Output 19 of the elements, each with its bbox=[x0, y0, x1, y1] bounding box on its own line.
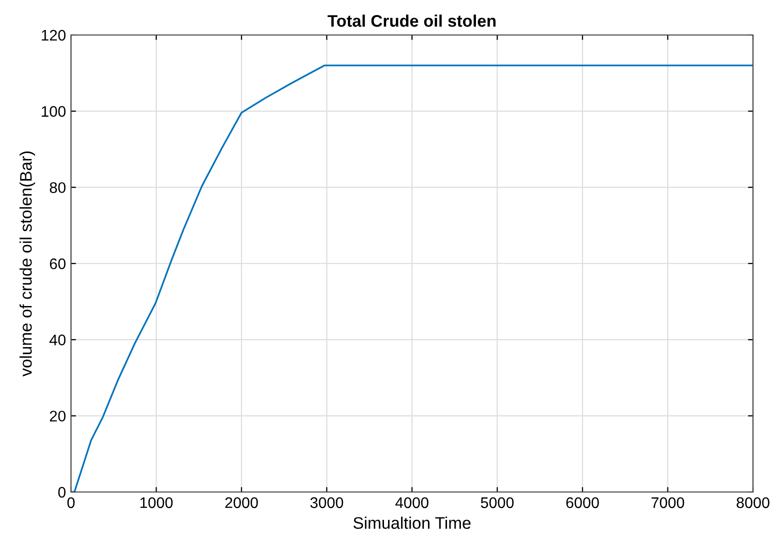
x-tick-label: 8000 bbox=[736, 497, 770, 508]
chart-title: Total Crude oil stolen bbox=[328, 14, 496, 27]
y-tick-label: 40 bbox=[50, 334, 66, 346]
x-tick-label: 3000 bbox=[310, 497, 344, 508]
y-tick-label: 120 bbox=[42, 30, 66, 41]
x-tick-label: 0 bbox=[67, 497, 75, 508]
x-tick-label: 2000 bbox=[225, 497, 258, 508]
y-axis-title: volume of crude oil stolen(Bar) bbox=[20, 152, 36, 376]
x-tick-label: 6000 bbox=[566, 497, 599, 508]
y-tick-label: 60 bbox=[50, 258, 66, 270]
x-tick-label: 4000 bbox=[395, 497, 428, 508]
x-tick-label: 5000 bbox=[480, 497, 514, 508]
y-tick-label: 20 bbox=[50, 410, 66, 422]
y-tick-label: 100 bbox=[42, 106, 66, 117]
x-tick-label: 7000 bbox=[652, 497, 684, 508]
x-axis-title: Simualtion Time bbox=[353, 516, 471, 529]
y-tick-label: 0 bbox=[58, 486, 66, 498]
x-tick-label: 1000 bbox=[140, 497, 173, 508]
y-tick-label: 80 bbox=[50, 182, 66, 194]
